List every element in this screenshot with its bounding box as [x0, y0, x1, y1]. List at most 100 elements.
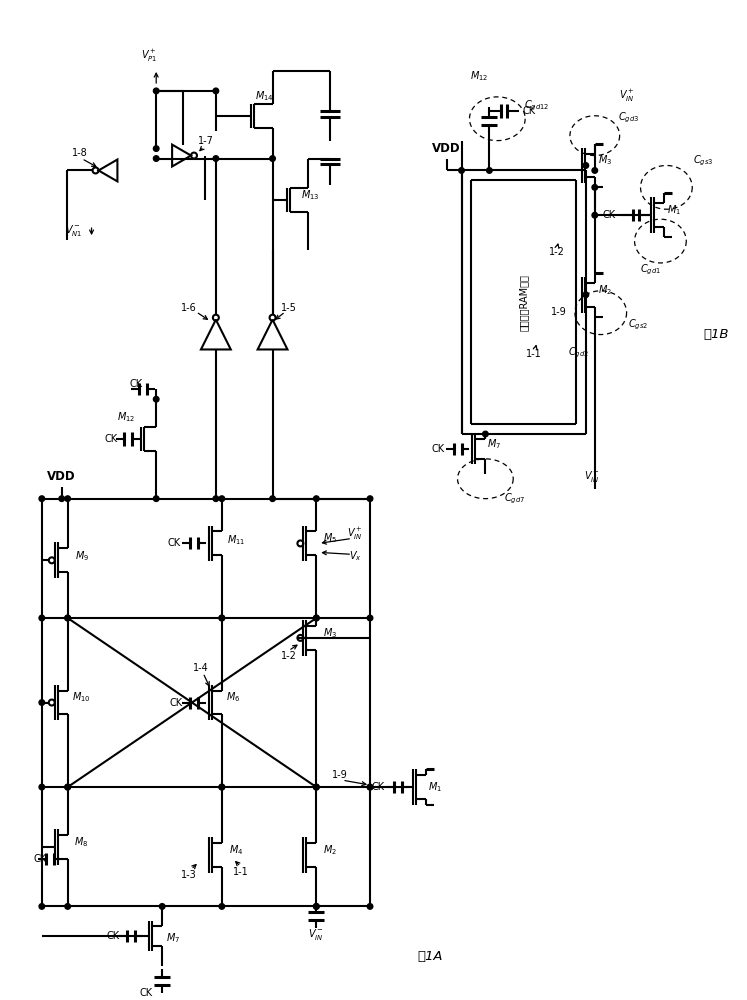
Circle shape	[583, 163, 589, 168]
Text: $M_2$: $M_2$	[323, 843, 337, 857]
Circle shape	[592, 212, 598, 218]
Text: $M_3$: $M_3$	[598, 154, 612, 167]
Text: 1-6: 1-6	[181, 303, 197, 313]
Circle shape	[213, 496, 219, 501]
Text: VDD: VDD	[433, 142, 461, 155]
Text: $M_6$: $M_6$	[226, 691, 240, 704]
Text: $M_{13}$: $M_{13}$	[301, 188, 320, 202]
Circle shape	[153, 146, 159, 151]
Circle shape	[65, 615, 70, 621]
Text: CK: CK	[130, 379, 143, 389]
Text: $M_5$: $M_5$	[323, 532, 338, 545]
Circle shape	[39, 700, 45, 705]
Text: $M_{14}$: $M_{14}$	[255, 89, 274, 103]
Text: VDD: VDD	[47, 470, 76, 483]
Circle shape	[153, 88, 159, 94]
Text: $M_2$: $M_2$	[598, 283, 612, 297]
Circle shape	[39, 784, 45, 790]
Circle shape	[368, 784, 373, 790]
Circle shape	[314, 784, 319, 790]
Text: CK: CK	[105, 434, 118, 444]
Text: $C_{gd3}$: $C_{gd3}$	[618, 111, 639, 125]
Text: CK: CK	[523, 106, 536, 116]
Circle shape	[65, 784, 70, 790]
Text: 1-7: 1-7	[198, 136, 214, 146]
Circle shape	[219, 615, 225, 621]
Text: $M_7$: $M_7$	[166, 931, 180, 945]
Text: CK: CK	[34, 854, 46, 864]
Text: 1-9: 1-9	[332, 770, 348, 780]
Circle shape	[59, 496, 64, 501]
Text: 图1B: 图1B	[704, 328, 729, 341]
Circle shape	[368, 784, 373, 790]
Text: $C_{gs2}$: $C_{gs2}$	[628, 317, 648, 332]
Text: CK: CK	[107, 931, 120, 941]
Text: $C_{gd12}$: $C_{gd12}$	[524, 99, 550, 113]
Text: $V_{IN}^-$: $V_{IN}^-$	[309, 927, 324, 942]
Circle shape	[153, 496, 159, 501]
Text: CK: CK	[371, 782, 385, 792]
Circle shape	[314, 496, 319, 501]
Circle shape	[65, 615, 70, 621]
Text: $M_{11}$: $M_{11}$	[226, 534, 245, 547]
Circle shape	[65, 496, 70, 501]
Circle shape	[583, 292, 589, 298]
Circle shape	[592, 168, 598, 173]
Circle shape	[314, 615, 319, 621]
Text: 1-1: 1-1	[233, 867, 249, 877]
Text: $M_1$: $M_1$	[427, 780, 441, 794]
Text: $M_{10}$: $M_{10}$	[72, 691, 91, 704]
Circle shape	[592, 185, 598, 190]
Text: CK: CK	[170, 698, 183, 708]
Text: $V_{IN}^-$: $V_{IN}^-$	[584, 469, 600, 484]
Text: $C_{gs3}$: $C_{gs3}$	[693, 153, 713, 168]
Circle shape	[270, 496, 276, 501]
Circle shape	[213, 156, 219, 161]
Circle shape	[39, 904, 45, 909]
Circle shape	[368, 615, 373, 621]
Text: CK: CK	[602, 210, 616, 220]
Circle shape	[219, 615, 225, 621]
Text: $M_8$: $M_8$	[75, 835, 89, 849]
Circle shape	[483, 431, 489, 437]
Circle shape	[368, 496, 373, 501]
Text: $M_3$: $M_3$	[323, 626, 338, 640]
Text: $M_{12}$: $M_{12}$	[471, 69, 489, 83]
Text: CK: CK	[140, 988, 153, 998]
Text: 1-4: 1-4	[193, 663, 209, 673]
Circle shape	[153, 156, 159, 161]
Text: CK: CK	[431, 444, 444, 454]
Circle shape	[486, 168, 492, 173]
Circle shape	[314, 784, 319, 790]
Circle shape	[314, 615, 319, 621]
Text: $V_{P1}^+$: $V_{P1}^+$	[141, 48, 158, 64]
Text: CK: CK	[167, 538, 181, 548]
Text: $V_{IN}^+$: $V_{IN}^+$	[619, 88, 634, 104]
Text: $V_{IN}^+$: $V_{IN}^+$	[347, 525, 363, 542]
Text: $M_9$: $M_9$	[75, 549, 89, 563]
Text: 1-2: 1-2	[549, 247, 565, 257]
Text: $M_1$: $M_1$	[667, 203, 681, 217]
Text: 1-9: 1-9	[551, 307, 567, 317]
Text: 1-2: 1-2	[281, 651, 297, 661]
Text: $M_4$: $M_4$	[229, 843, 243, 857]
Circle shape	[459, 168, 465, 173]
Text: $M_7$: $M_7$	[487, 437, 501, 451]
Text: 1-5: 1-5	[281, 303, 297, 313]
Circle shape	[219, 784, 225, 790]
Circle shape	[368, 904, 373, 909]
Text: $C_{gd1}$: $C_{gd1}$	[640, 263, 661, 277]
Circle shape	[153, 396, 159, 402]
Text: $C_{gd7}$: $C_{gd7}$	[503, 491, 525, 506]
Text: 被计时的RAM单元: 被计时的RAM单元	[518, 274, 529, 331]
Text: 1-1: 1-1	[526, 349, 542, 359]
Text: 1-3: 1-3	[181, 870, 197, 880]
Circle shape	[219, 496, 225, 501]
Text: $V_{N1}^-$: $V_{N1}^-$	[65, 223, 82, 238]
Circle shape	[213, 88, 219, 94]
Text: $V_x$: $V_x$	[349, 549, 362, 563]
Circle shape	[219, 904, 225, 909]
Circle shape	[159, 904, 165, 909]
Circle shape	[219, 784, 225, 790]
Text: $M_{12}$: $M_{12}$	[117, 410, 135, 424]
